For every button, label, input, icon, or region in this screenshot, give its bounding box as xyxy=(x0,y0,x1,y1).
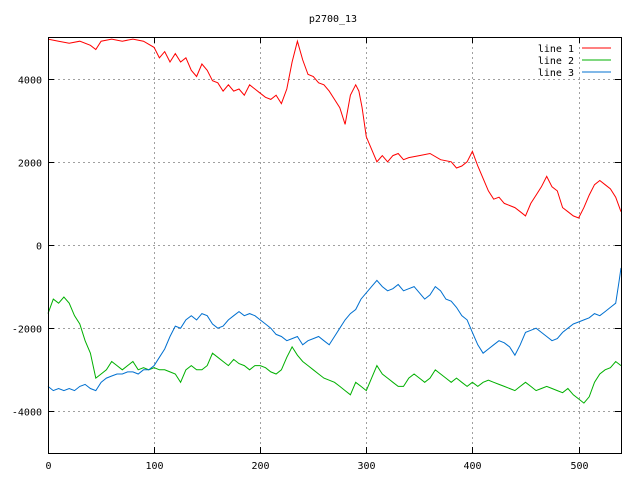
legend-label-2: line 2 xyxy=(538,56,574,67)
y-tick-label: 2000 xyxy=(18,159,42,170)
x-tick-label: 500 xyxy=(570,461,588,472)
y-tick-label: 0 xyxy=(36,242,42,253)
x-tick-label: 0 xyxy=(45,461,51,472)
chart-title: p2700_13 xyxy=(309,14,357,25)
x-tick-label: 300 xyxy=(357,461,375,472)
series-line-1 xyxy=(47,38,622,219)
y-tick-label: -2000 xyxy=(12,325,42,336)
x-tick-label: 200 xyxy=(251,461,269,472)
x-tick-label: 400 xyxy=(463,461,481,472)
x-axis-ticks: 0 100 200 300 400 500 xyxy=(45,37,589,472)
series-line-2 xyxy=(47,296,622,404)
legend-label-3: line 3 xyxy=(538,68,574,79)
x-tick-label: 100 xyxy=(145,461,163,472)
grid xyxy=(48,37,621,453)
y-tick-label: -4000 xyxy=(12,408,42,419)
y-axis-ticks: -4000 -2000 0 2000 4000 xyxy=(12,76,621,419)
series-line-3 xyxy=(47,267,622,392)
y-tick-label: 4000 xyxy=(18,76,42,87)
plot-series xyxy=(47,38,622,404)
legend-label-1: line 1 xyxy=(538,44,574,55)
